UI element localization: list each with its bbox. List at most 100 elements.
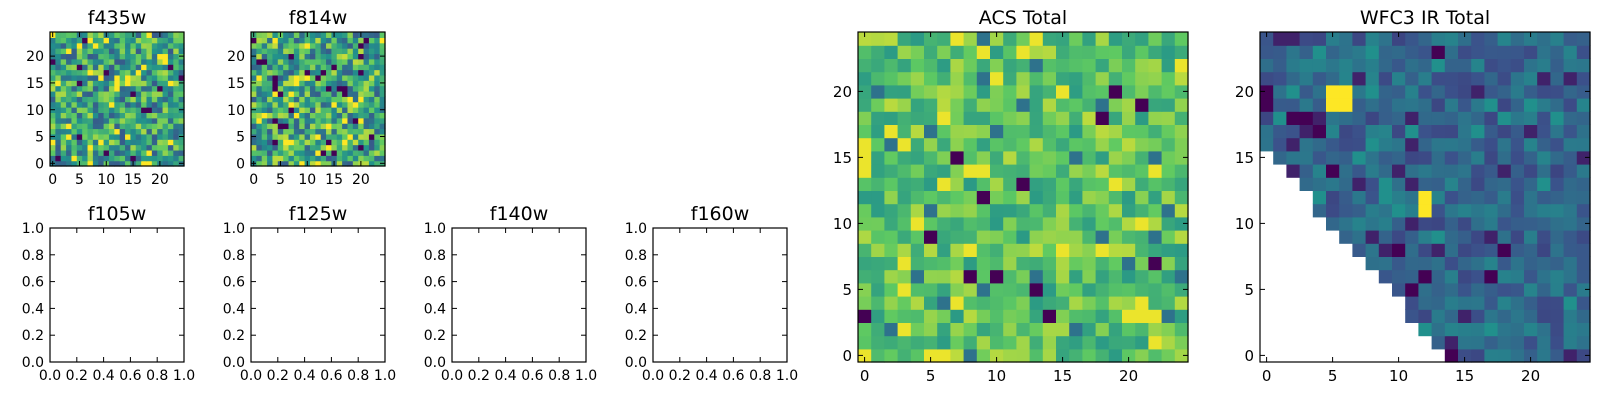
heatmap-cell (1029, 177, 1044, 191)
heatmap-cell (1405, 269, 1419, 284)
heatmap-cell (251, 123, 257, 130)
heatmap-cell (326, 42, 332, 49)
heatmap-cell (256, 128, 263, 135)
heatmap-cell (288, 53, 295, 60)
heatmap-cell (336, 112, 343, 119)
heatmap-cell (858, 348, 872, 363)
heatmap-cell (261, 101, 268, 108)
heatmap-cell (146, 74, 153, 81)
heatmap-cell (130, 37, 137, 44)
heatmap-cell (125, 128, 131, 135)
heatmap-cell (293, 144, 300, 151)
heatmap-cell (76, 96, 83, 103)
heatmap-cell (261, 128, 268, 135)
heatmap-cell (162, 160, 169, 167)
heatmap-cell (261, 155, 268, 162)
heatmap-cell (976, 177, 991, 191)
heatmap-cell (352, 101, 359, 108)
heatmap-cell (125, 123, 131, 130)
heatmap-cell (71, 133, 78, 140)
heatmap-cell (1405, 32, 1419, 46)
heatmap-cell (1550, 124, 1565, 139)
heatmap-cell (336, 53, 343, 60)
heatmap-cell (1016, 335, 1031, 350)
heatmap-cell (910, 124, 925, 139)
heatmap-cell (114, 80, 121, 87)
heatmap-cell (76, 101, 83, 108)
heatmap-cell (1003, 58, 1017, 73)
heatmap-cell (1135, 177, 1149, 191)
heatmap-cell (66, 37, 73, 44)
heatmap-cell (1069, 111, 1083, 125)
heatmap-cell (950, 111, 965, 125)
heatmap-cell (261, 96, 268, 103)
heatmap-cell (1029, 32, 1044, 46)
heatmap-cell (283, 133, 290, 140)
heatmap-cell (363, 32, 370, 38)
heatmap-cell (950, 177, 965, 191)
heatmap-cell (50, 149, 56, 156)
x-tick-label: 20 (1521, 367, 1540, 385)
heatmap-cell (1392, 203, 1406, 218)
heatmap-cell (1016, 177, 1031, 191)
heatmap-cell (151, 85, 158, 92)
heatmap-cell (119, 74, 126, 81)
heatmap-cell (1510, 203, 1525, 218)
heatmap-cell (320, 85, 327, 92)
heatmap-cell (141, 155, 148, 162)
heatmap-cell (267, 107, 274, 113)
heatmap-cell (858, 71, 872, 86)
heatmap-cell (1365, 243, 1380, 257)
heatmap-cell (103, 58, 110, 65)
heatmap-cell (331, 48, 338, 55)
heatmap-cell (1471, 309, 1485, 323)
heatmap-cell (146, 155, 153, 162)
heatmap-cell (1510, 58, 1525, 73)
heatmap-cell (342, 144, 349, 151)
heatmap-cell (1471, 124, 1485, 139)
heatmap-cell (374, 133, 381, 140)
heatmap-cell (114, 149, 121, 156)
heatmap-cell (151, 32, 158, 38)
heatmap-cell (251, 112, 257, 119)
heatmap-cell (76, 80, 83, 87)
heatmap-cell (1082, 84, 1097, 99)
heatmap-cell (1458, 190, 1472, 205)
heatmap-cell (146, 107, 153, 113)
heatmap-cell (141, 90, 148, 97)
heatmap-cell (304, 117, 311, 124)
heatmap-cell (151, 128, 158, 135)
heatmap-cell (858, 137, 872, 152)
heatmap-cell (1550, 111, 1565, 125)
heatmap-cell (1122, 124, 1136, 139)
heatmap-cell (299, 64, 306, 71)
heatmap-cell (331, 144, 338, 151)
heatmap-cell (320, 32, 327, 38)
heatmap-cell (320, 107, 327, 113)
heatmap-cell (299, 117, 306, 124)
heatmap-cell (135, 101, 142, 108)
heatmap-cell (1418, 230, 1433, 244)
heatmap-cell (1135, 348, 1149, 363)
heatmap-cell (1550, 269, 1565, 284)
heatmap-cell (1326, 137, 1340, 152)
heatmap-cell (309, 69, 316, 76)
heatmap-cell (363, 112, 370, 119)
heatmap-cell (1148, 58, 1163, 73)
heatmap-cell (950, 348, 965, 363)
heatmap-cell (157, 37, 164, 44)
heatmap-cell (267, 149, 274, 156)
heatmap-cell (1042, 71, 1057, 86)
heatmap-cell (82, 112, 89, 119)
heatmap-cell (1524, 282, 1538, 297)
heatmap-cell (103, 85, 110, 92)
axes-frame (250, 227, 386, 363)
heatmap-cell (871, 335, 885, 350)
heatmap-cell (1108, 296, 1123, 310)
heatmap-cell (130, 101, 137, 108)
heatmap-cell (1484, 322, 1499, 337)
heatmap-cell (66, 139, 73, 146)
heatmap-cell (1418, 124, 1433, 139)
heatmap-cell (261, 80, 268, 87)
x-tick-label: 1.0 (374, 368, 396, 384)
